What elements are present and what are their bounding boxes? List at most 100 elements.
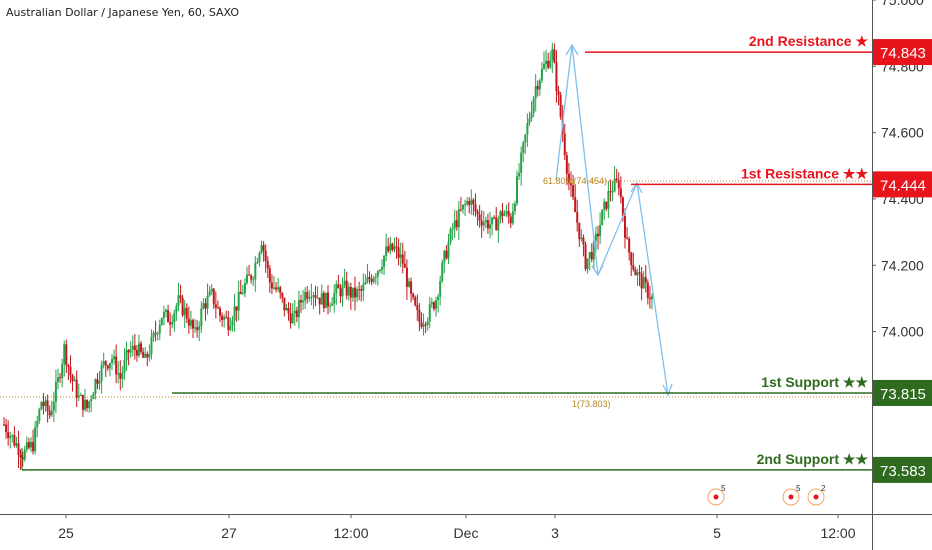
candle-body — [173, 312, 176, 323]
candle-body — [412, 293, 415, 298]
price-tag-value: 74.444 — [880, 177, 926, 194]
candle-body — [592, 240, 595, 260]
candle-body — [254, 263, 257, 280]
candle-body — [40, 402, 43, 410]
fib-label: 61.80%(74.454) — [543, 176, 607, 186]
candle-body — [482, 222, 485, 226]
candle-body — [435, 300, 437, 309]
candle-body — [553, 49, 556, 63]
candle-body — [590, 252, 593, 260]
candle-body — [48, 411, 51, 416]
candle-body — [57, 377, 59, 382]
candle-body — [262, 245, 265, 251]
event-badge-icon: 2 — [807, 484, 826, 506]
candle-body — [493, 217, 496, 219]
candle-body — [430, 302, 433, 305]
level-label: 1st Support ★★ — [761, 374, 868, 390]
candle-body — [214, 304, 217, 308]
candle-body — [395, 246, 398, 248]
candle-body — [127, 350, 130, 353]
candle-body — [252, 279, 255, 281]
candle-body — [555, 62, 558, 92]
candle-body — [597, 233, 599, 237]
candle-body — [634, 269, 637, 276]
candle-body — [71, 375, 74, 382]
event-badge-icon: 5 — [707, 484, 726, 506]
candle-body — [79, 394, 82, 396]
candle-body — [273, 287, 275, 289]
candle-body — [563, 133, 566, 156]
wave-arrowhead — [591, 264, 604, 277]
candle-body — [489, 224, 491, 229]
level-label: 2nd Resistance ★ — [749, 33, 869, 49]
candle-body — [256, 262, 259, 264]
candle-body — [439, 280, 442, 297]
candle-body — [599, 225, 602, 237]
candle-body — [46, 400, 49, 412]
candle-body — [189, 320, 192, 326]
candle-body — [547, 60, 550, 68]
candle-body — [393, 246, 396, 250]
price-tag-value: 73.583 — [880, 463, 926, 480]
candle-body — [113, 356, 116, 360]
candle-body — [90, 399, 93, 402]
candle-body — [73, 379, 76, 382]
candle-body — [158, 324, 161, 334]
candle-body — [358, 289, 361, 291]
candle-body — [277, 287, 280, 290]
x-tick-label: 5 — [713, 525, 721, 541]
candle-body — [387, 246, 390, 252]
candle-body — [576, 212, 579, 223]
wave-arrowhead — [630, 181, 643, 194]
level-label: 1st Resistance ★★ — [741, 165, 868, 181]
candle-body — [399, 254, 402, 258]
candle-body — [204, 303, 207, 309]
candle-body — [306, 291, 309, 299]
candle-body — [607, 191, 610, 209]
candle-body — [229, 325, 232, 330]
candle-body — [13, 435, 16, 446]
candle-body — [624, 216, 626, 238]
candle-body — [185, 308, 188, 319]
candle-body — [586, 258, 589, 270]
candle-body — [171, 322, 174, 325]
candle-body — [360, 289, 363, 291]
candle-body — [354, 287, 356, 298]
candle-body — [156, 333, 159, 335]
candle-body — [362, 284, 365, 291]
candle-body — [237, 291, 240, 311]
level-label: 2nd Support ★★ — [757, 451, 869, 467]
candle-body — [503, 214, 506, 216]
candle-body — [138, 343, 140, 356]
candle-body — [480, 220, 483, 226]
candle-body — [522, 142, 525, 153]
candle-body — [219, 308, 221, 316]
candle-body — [451, 228, 454, 230]
candle-body — [505, 211, 508, 215]
candle-body — [630, 252, 633, 266]
candle-body — [408, 281, 410, 287]
candle-body — [329, 305, 332, 307]
candle-body — [441, 262, 444, 281]
candle-body — [416, 305, 419, 311]
candle-body — [302, 300, 305, 303]
candle-body — [538, 80, 541, 90]
candle-body — [63, 344, 66, 364]
candle-body — [447, 242, 450, 259]
candle-body — [495, 217, 498, 231]
candle-body — [19, 455, 22, 458]
candle-body — [111, 359, 113, 364]
candle-body — [150, 337, 153, 355]
candle-body — [287, 307, 290, 314]
candle-body — [42, 402, 45, 407]
candle-body — [327, 292, 329, 307]
candle-body — [81, 394, 84, 410]
candle-body — [437, 296, 440, 301]
candle-body — [246, 274, 248, 284]
candle-body — [227, 317, 230, 330]
candle-body — [455, 220, 458, 228]
candle-body — [366, 277, 369, 283]
candle-body — [187, 318, 190, 326]
